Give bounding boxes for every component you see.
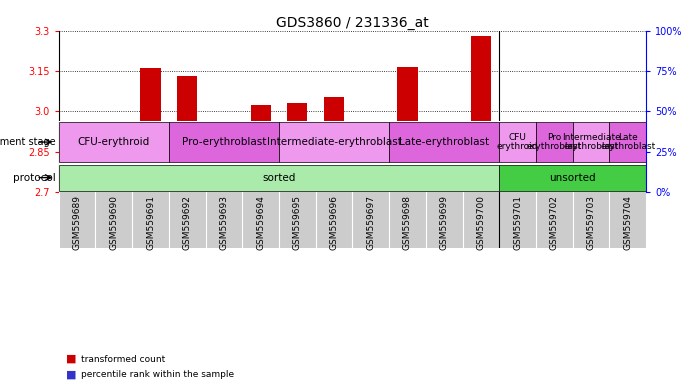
Text: Intermediate-erythroblast: Intermediate-erythroblast xyxy=(267,137,401,147)
Bar xyxy=(573,122,609,162)
Bar xyxy=(251,185,271,192)
Bar xyxy=(361,188,381,192)
Bar xyxy=(324,96,344,192)
Bar xyxy=(499,122,536,162)
Text: GSM559690: GSM559690 xyxy=(109,195,118,250)
Text: GSM559692: GSM559692 xyxy=(182,195,191,250)
Bar xyxy=(536,122,573,162)
Bar xyxy=(177,76,198,192)
Text: GSM559689: GSM559689 xyxy=(73,195,82,250)
Text: ■: ■ xyxy=(66,354,76,364)
Bar xyxy=(545,183,565,192)
Text: sorted: sorted xyxy=(263,172,296,183)
Bar xyxy=(609,122,646,162)
Bar xyxy=(177,190,198,192)
Title: GDS3860 / 231336_at: GDS3860 / 231336_at xyxy=(276,16,429,30)
Text: GSM559704: GSM559704 xyxy=(623,195,632,250)
Text: unsorted: unsorted xyxy=(549,172,596,183)
Bar xyxy=(434,185,454,192)
Bar xyxy=(618,190,638,192)
Text: development stage: development stage xyxy=(0,137,55,147)
Text: transformed count: transformed count xyxy=(81,354,165,364)
Bar xyxy=(287,103,307,192)
Bar xyxy=(214,190,234,192)
Bar xyxy=(279,122,389,162)
Bar xyxy=(104,151,124,192)
Text: protocol: protocol xyxy=(12,172,55,183)
Text: GSM559699: GSM559699 xyxy=(439,195,448,250)
Bar xyxy=(361,190,381,192)
Text: ■: ■ xyxy=(66,369,76,379)
Bar xyxy=(471,185,491,192)
Bar xyxy=(618,144,638,192)
Bar xyxy=(140,68,160,192)
Text: Pro-erythroblast: Pro-erythroblast xyxy=(182,137,266,147)
Bar xyxy=(581,177,601,192)
Bar xyxy=(545,190,565,192)
Text: CFU-erythroid: CFU-erythroid xyxy=(77,137,150,147)
Text: Late-erythroblast: Late-erythroblast xyxy=(399,137,489,147)
Bar xyxy=(389,122,499,162)
Bar xyxy=(140,185,160,192)
Bar xyxy=(397,185,417,192)
Bar xyxy=(251,104,271,192)
Bar xyxy=(581,190,601,192)
Text: GSM559702: GSM559702 xyxy=(550,195,559,250)
Text: GSM559697: GSM559697 xyxy=(366,195,375,250)
Bar xyxy=(397,67,417,192)
Text: GSM559695: GSM559695 xyxy=(293,195,302,250)
Bar xyxy=(67,190,87,192)
Bar xyxy=(434,146,454,192)
Text: percentile rank within the sample: percentile rank within the sample xyxy=(81,370,234,379)
Bar xyxy=(507,190,528,192)
Bar xyxy=(324,185,344,192)
Text: GSM559703: GSM559703 xyxy=(587,195,596,250)
Bar xyxy=(214,149,234,192)
Text: GSM559693: GSM559693 xyxy=(220,195,229,250)
Text: GSM559701: GSM559701 xyxy=(513,195,522,250)
Text: GSM559691: GSM559691 xyxy=(146,195,155,250)
Bar xyxy=(59,122,169,162)
Text: Intermediate
erythroblast: Intermediate erythroblast xyxy=(562,133,621,151)
Bar xyxy=(59,165,499,190)
Text: GSM559694: GSM559694 xyxy=(256,195,265,250)
Bar xyxy=(67,144,87,192)
Bar xyxy=(104,190,124,192)
Bar xyxy=(169,122,279,162)
Text: GSM559698: GSM559698 xyxy=(403,195,412,250)
Text: GSM559696: GSM559696 xyxy=(330,195,339,250)
Text: GSM559700: GSM559700 xyxy=(476,195,485,250)
Bar xyxy=(499,165,646,190)
Bar xyxy=(287,190,307,192)
Text: Late
erythroblast: Late erythroblast xyxy=(600,133,655,151)
Bar xyxy=(471,36,491,192)
Text: CFU
erythroid: CFU erythroid xyxy=(497,133,538,151)
Bar xyxy=(507,188,528,192)
Text: Pro
erythroblast: Pro erythroblast xyxy=(527,133,582,151)
